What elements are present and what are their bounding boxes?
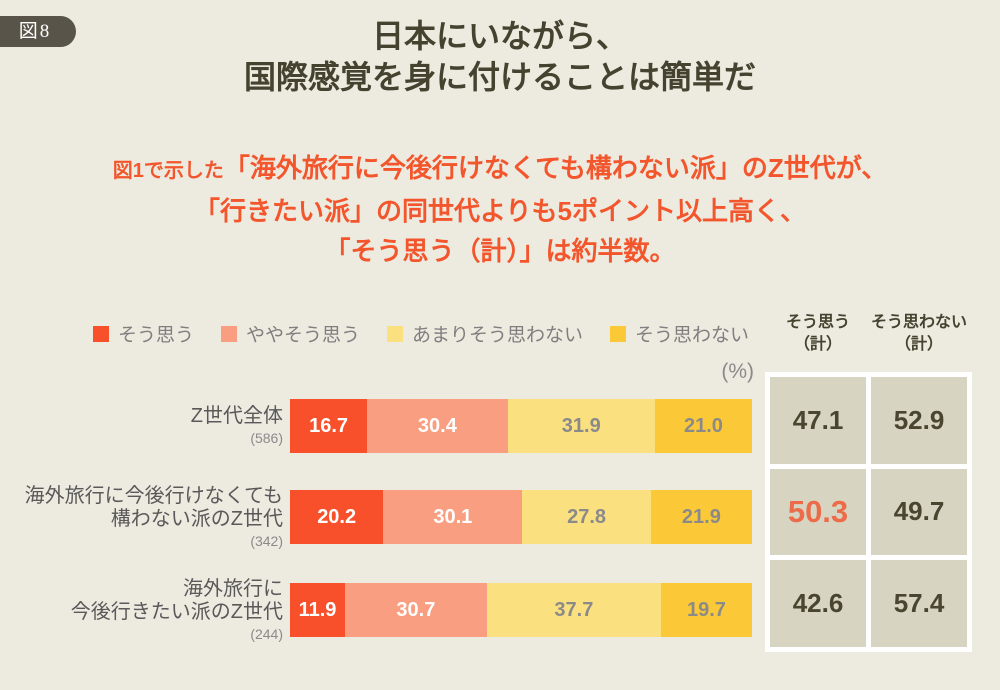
summary-disagree-total: 49.7 (871, 468, 967, 556)
legend-item: ややそう思う (221, 320, 360, 347)
legend-label: ややそう思う (246, 325, 361, 346)
bar-segment: 19.7 (660, 583, 752, 637)
row-label: 海外旅行に 今後行きたい派のZ世代 (244) (0, 578, 283, 642)
legend-label: あまりそう思わない (412, 325, 584, 346)
subtitle: 図1で示した「海外旅行に今後行けなくても構わない派」のZ世代が、 「行きたい派」… (0, 148, 1000, 271)
row-label-line: 海外旅行に今後行けなくても (24, 484, 283, 507)
legend-swatch-icon (93, 325, 109, 342)
summary-column-header: そう思わない （計） (870, 314, 967, 353)
row-label-line: 海外旅行に (183, 577, 283, 600)
row-label-line: Z世代全体 (190, 405, 283, 427)
bar-segment: 31.9 (507, 399, 655, 453)
bar-segment: 20.2 (290, 490, 384, 544)
summary-table-headers: そう思う （計） そう思わない （計） (765, 312, 972, 356)
summary-disagree-total: 52.9 (871, 377, 967, 464)
subtitle-line-2: 「行きたい派」の同世代よりも5ポイント以上高く、 (194, 196, 806, 226)
row-sample-size: (244) (250, 625, 283, 642)
legend-swatch-icon (610, 325, 627, 342)
legend-item: あまりそう思わない (387, 320, 583, 347)
legend-swatch-icon (221, 325, 238, 342)
bar-segment: 21.0 (654, 399, 752, 453)
subtitle-line-1-main: 「海外旅行に今後行けなくても構わない派」のZ世代が、 (223, 153, 888, 183)
legend: そう思う ややそう思う あまりそう思わない そう思わない (93, 320, 749, 347)
bar-segment: 30.4 (367, 399, 508, 453)
subtitle-line-3: 「そう思う（計）」は約半数。 (324, 236, 676, 266)
title-line-2: 国際感覚を身に付けることは簡単だ (243, 59, 756, 95)
stacked-bar: 16.7 30.4 31.9 21.0 (290, 399, 752, 453)
title-line-1: 日本にいながら、 (371, 18, 628, 54)
legend-label: そう思わない (635, 325, 750, 346)
bar-segment: 16.7 (290, 399, 368, 453)
legend-label: そう思う (118, 325, 195, 346)
summary-table: 47.1 52.9 50.3 49.7 42.6 57.4 (765, 372, 972, 652)
summary-agree-total: 47.1 (770, 377, 866, 464)
legend-swatch-icon (387, 325, 404, 342)
bar-segment: 30.1 (383, 490, 523, 544)
bar-segment: 30.7 (344, 583, 487, 637)
row-label-line: 構わない派のZ世代 (110, 507, 283, 530)
row-sample-size: (342) (250, 532, 283, 549)
page-title: 日本にいながら、 国際感覚を身に付けることは簡単だ (0, 16, 1000, 98)
bar-segment: 11.9 (290, 583, 345, 637)
subtitle-line-1-prefix: 図1で示した (112, 160, 224, 182)
summary-agree-total: 42.6 (770, 560, 866, 647)
row-label: Z世代全体 (586) (0, 399, 283, 453)
legend-item: そう思わない (610, 320, 749, 347)
percent-unit-label: (%) (721, 360, 754, 383)
bar-segment: 21.9 (650, 490, 752, 544)
subtitle-line-1: 図1で示した「海外旅行に今後行けなくても構わない派」のZ世代が、 (0, 148, 1000, 191)
row-sample-size: (586) (250, 430, 283, 446)
bar-segment: 27.8 (522, 490, 651, 544)
row-label-line: 今後行きたい派のZ世代 (70, 600, 283, 623)
summary-disagree-total: 57.4 (871, 560, 967, 647)
stacked-bar: 11.9 30.7 37.7 19.7 (290, 583, 752, 637)
legend-item: そう思う (93, 320, 194, 347)
figure-badge: 図8 (0, 16, 76, 47)
row-label: 海外旅行に今後行けなくても 構わない派のZ世代 (342) (0, 485, 283, 549)
summary-column-header: そう思う （計） (785, 314, 850, 353)
stacked-bar: 20.2 30.1 27.8 21.9 (290, 490, 752, 544)
bar-segment: 37.7 (486, 583, 661, 637)
summary-agree-total: 50.3 (770, 468, 866, 556)
